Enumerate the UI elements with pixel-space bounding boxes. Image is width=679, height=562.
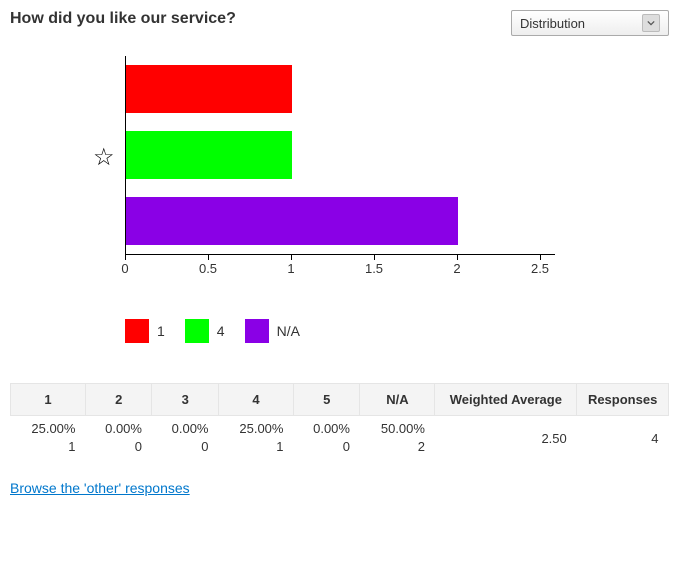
question-title: How did you like our service? [10, 10, 236, 28]
bar-row [126, 122, 555, 188]
table-cell: 25.00%1 [11, 416, 86, 461]
chevron-down-icon [642, 14, 660, 32]
table-header-cell: Responses [577, 384, 669, 416]
chart-legend: 1 4 N/A [125, 319, 669, 343]
table-cell-weighted-avg: 2.50 [435, 416, 577, 461]
legend-item: 1 [125, 319, 165, 343]
x-tick-label: 2 [453, 261, 460, 276]
results-table: 12345N/AWeighted AverageResponses 25.00%… [10, 383, 669, 460]
bar-row [126, 188, 555, 254]
table-header-cell: 4 [219, 384, 294, 416]
legend-swatch [185, 319, 209, 343]
table-cell: 0.00%0 [152, 416, 219, 461]
legend-item: 4 [185, 319, 225, 343]
table-header-cell: 2 [85, 384, 152, 416]
table-header-cell: 1 [11, 384, 86, 416]
table-cell: 0.00%0 [293, 416, 360, 461]
bar [126, 65, 292, 113]
table-header-cell: 3 [152, 384, 219, 416]
view-dropdown[interactable]: Distribution [511, 10, 669, 36]
x-tick-label: 0 [121, 261, 128, 276]
table-cell: 25.00%1 [219, 416, 294, 461]
legend-swatch [245, 319, 269, 343]
table-header-cell: Weighted Average [435, 384, 577, 416]
x-tick-label: 2.5 [531, 261, 549, 276]
bar-row [126, 56, 555, 122]
table-cell: 0.00%0 [85, 416, 152, 461]
bar [126, 131, 292, 179]
table-header-cell: N/A [360, 384, 435, 416]
x-tick-label: 1.5 [365, 261, 383, 276]
x-tick-label: 0.5 [199, 261, 217, 276]
legend-item: N/A [245, 319, 300, 343]
legend-label: N/A [277, 323, 300, 339]
dropdown-value: Distribution [520, 16, 585, 31]
table-header-cell: 5 [293, 384, 360, 416]
bar [126, 197, 458, 245]
bar-chart: 00.511.522.5 ☆ [125, 56, 555, 279]
x-tick-label: 1 [287, 261, 294, 276]
star-icon: ☆ [93, 143, 115, 172]
legend-label: 1 [157, 323, 165, 339]
legend-label: 4 [217, 323, 225, 339]
browse-other-link[interactable]: Browse the 'other' responses [10, 480, 190, 496]
table-cell: 50.00%2 [360, 416, 435, 461]
table-cell-responses: 4 [577, 416, 669, 461]
legend-swatch [125, 319, 149, 343]
